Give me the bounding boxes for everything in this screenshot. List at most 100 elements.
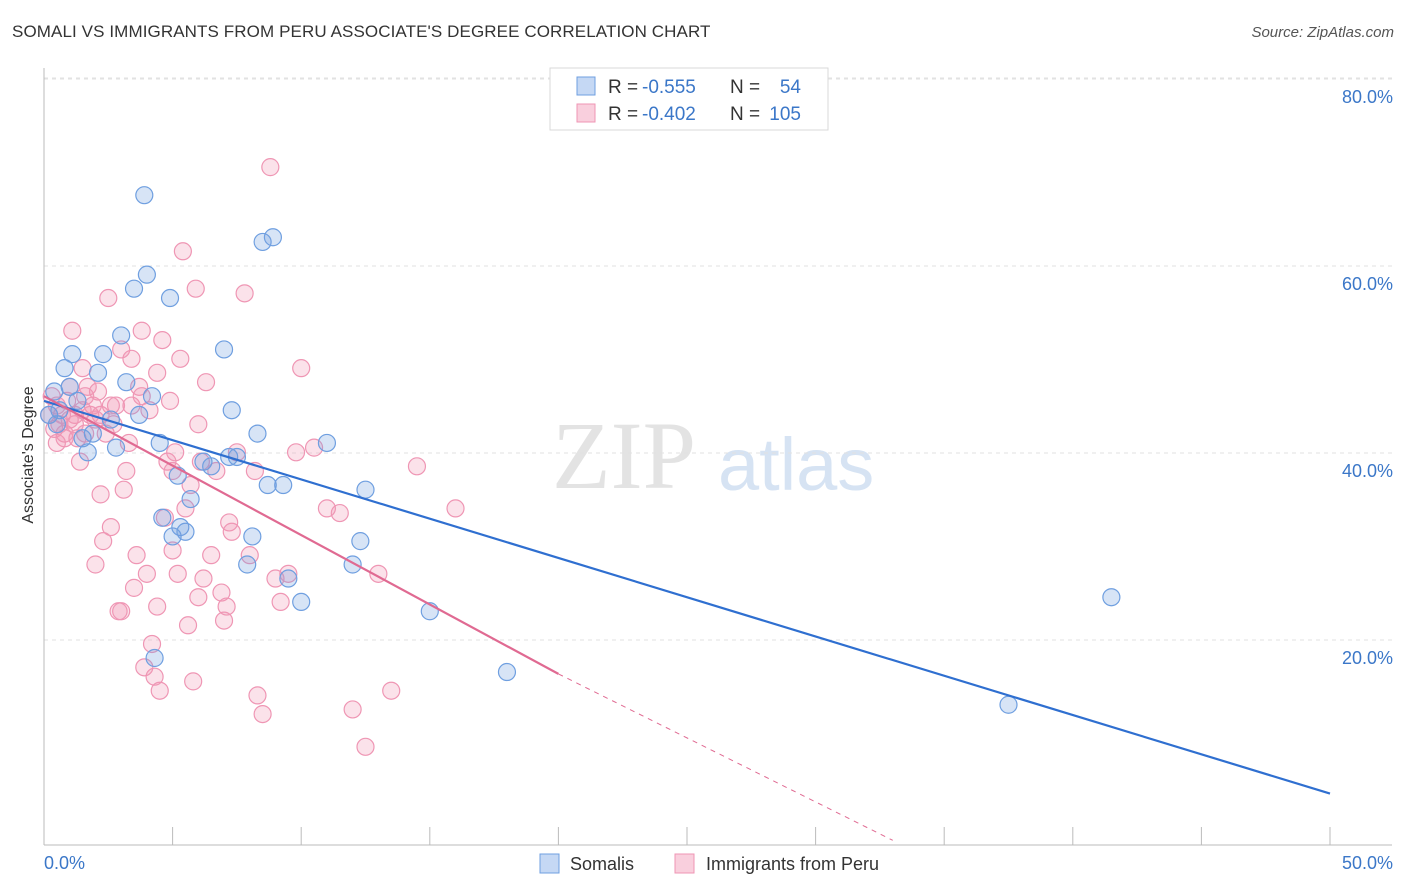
somali-point [182, 491, 199, 508]
peru-point [92, 486, 109, 503]
peru-point [102, 519, 119, 536]
peru-trend-extension [558, 674, 892, 840]
legend-swatch-somalis [577, 77, 595, 95]
peru-point [254, 706, 271, 723]
somali-point [118, 374, 135, 391]
somali-point [108, 439, 125, 456]
peru-point [288, 444, 305, 461]
peru-point [167, 444, 184, 461]
peru-point [172, 350, 189, 367]
legend-r-label-peru: R = [608, 104, 638, 125]
legend-r-label-somalis: R = [608, 77, 638, 98]
legend-swatch-peru [577, 104, 595, 122]
somali-point [318, 434, 335, 451]
peru-point [151, 682, 168, 699]
somali-point [293, 593, 310, 610]
peru-point [195, 570, 212, 587]
somali-point [136, 187, 153, 204]
peru-point [203, 547, 220, 564]
peru-point [218, 598, 235, 615]
y-tick-label: 40.0% [1342, 461, 1393, 481]
peru-point [249, 687, 266, 704]
peru-point [149, 598, 166, 615]
peru-points [41, 159, 464, 756]
peru-point [190, 416, 207, 433]
peru-point [138, 565, 155, 582]
series-legend: Somalis Immigrants from Peru [540, 854, 879, 874]
somali-point [259, 477, 276, 494]
peru-point [87, 556, 104, 573]
peru-point [74, 360, 91, 377]
somali-point [95, 346, 112, 363]
somali-point [280, 570, 297, 587]
y-tick-label: 60.0% [1342, 274, 1393, 294]
peru-point [344, 701, 361, 718]
bottom-legend-swatch-peru [675, 854, 694, 873]
somali-point [64, 346, 81, 363]
x-tick-label-min: 0.0% [44, 853, 85, 873]
somali-point [239, 556, 256, 573]
x-ticks [44, 827, 1330, 845]
somali-point [162, 290, 179, 307]
somali-point [1000, 696, 1017, 713]
watermark-zip: ZIP [552, 402, 696, 509]
somali-point [177, 523, 194, 540]
peru-point [190, 589, 207, 606]
legend-r-value-peru: -0.402 [642, 104, 696, 125]
peru-point [128, 547, 145, 564]
somali-point [169, 467, 186, 484]
scatter-chart: ZIP atlas 20.0%40.0%60.0%80.0% 0.0% 50.0… [0, 0, 1406, 892]
somali-point [144, 388, 161, 405]
somali-point [275, 477, 292, 494]
peru-point [64, 322, 81, 339]
somali-point [357, 481, 374, 498]
legend-n-value-somalis: 54 [780, 77, 802, 98]
legend-n-label-peru: N = [730, 104, 760, 125]
somali-point [90, 364, 107, 381]
peru-point [447, 500, 464, 517]
legend-n-value-peru: 105 [769, 104, 801, 125]
y-tick-labels: 20.0% 40.0% 60.0% 80.0% [1342, 87, 1393, 668]
somali-point [203, 458, 220, 475]
peru-point [100, 290, 117, 307]
peru-point [123, 350, 140, 367]
peru-point [180, 617, 197, 634]
y-tick-label: 20.0% [1342, 648, 1393, 668]
peru-point [236, 285, 253, 302]
peru-point [357, 738, 374, 755]
peru-point [126, 579, 143, 596]
y-tick-label: 80.0% [1342, 87, 1393, 107]
peru-point [174, 243, 191, 260]
correlation-legend: R = -0.555 N = 54 R = -0.402 N = 105 [550, 68, 828, 130]
somali-point [1103, 589, 1120, 606]
bottom-legend-label-somalis: Somalis [570, 854, 634, 874]
peru-point [293, 360, 310, 377]
somali-point [249, 425, 266, 442]
somali-point [84, 425, 101, 442]
somali-point [154, 509, 171, 526]
somali-point [126, 280, 143, 297]
peru-point [272, 593, 289, 610]
somali-point [264, 229, 281, 246]
peru-point [383, 682, 400, 699]
peru-point [187, 280, 204, 297]
peru-point [169, 565, 186, 582]
somali-point [498, 664, 515, 681]
peru-point [115, 481, 132, 498]
somali-point [69, 392, 86, 409]
peru-point [185, 673, 202, 690]
legend-r-value-somalis: -0.555 [642, 77, 696, 98]
x-tick-label-max: 50.0% [1342, 853, 1393, 873]
bottom-legend-label-peru: Immigrants from Peru [706, 854, 879, 874]
peru-point [198, 374, 215, 391]
somali-point [113, 327, 130, 344]
somali-point [146, 650, 163, 667]
peru-point [262, 159, 279, 176]
peru-point [118, 463, 135, 480]
somali-point [79, 444, 96, 461]
somali-point [131, 406, 148, 423]
y-axis-label: Associate's Degree [20, 386, 37, 523]
peru-point [154, 332, 171, 349]
somali-point [244, 528, 261, 545]
peru-point [223, 523, 240, 540]
